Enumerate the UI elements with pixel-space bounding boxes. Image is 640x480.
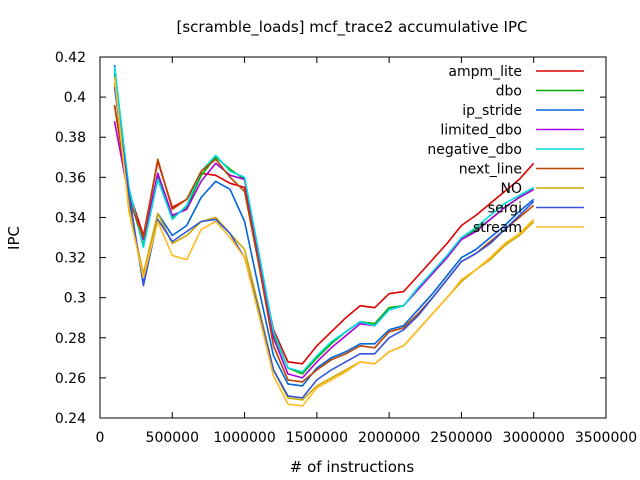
y-tick-label: 0.3 <box>64 291 86 307</box>
series-line-no <box>113 83 535 401</box>
x-tick-label: 0 <box>96 430 105 446</box>
series-line-negative-dbo <box>113 66 535 373</box>
legend-label: negative_dbo <box>427 142 522 158</box>
chart-title: [scramble_loads] mcf_trace2 accumulative… <box>177 18 528 37</box>
series-line-stream <box>113 77 535 407</box>
series-line-limited-dbo <box>113 121 535 379</box>
legend-label: next_line <box>459 162 522 178</box>
y-tick-label: 0.28 <box>55 331 86 347</box>
x-tick-label: 3000000 <box>503 430 565 446</box>
x-tick-label: 2500000 <box>430 430 492 446</box>
y-tick-label: 0.36 <box>55 170 86 186</box>
x-tick-label: 2000000 <box>358 430 420 446</box>
series-line-sergi <box>113 86 535 399</box>
legend-label: sergi <box>488 201 522 217</box>
y-tick-label: 0.32 <box>55 251 86 267</box>
x-tick-label: 1500000 <box>286 430 348 446</box>
legend-label: NO <box>501 181 523 197</box>
series-line-ip-stride <box>113 64 535 387</box>
x-tick-label: 1000000 <box>213 430 275 446</box>
x-tick-label: 500000 <box>146 430 199 446</box>
y-axis: 0.24 0.26 0.28 0.3 0.32 0.34 0.36 0.38 0.4 0.42 <box>55 50 606 427</box>
y-tick-label: 0.34 <box>55 210 86 226</box>
x-tick-label: 3500000 <box>575 430 637 446</box>
y-tick-label: 0.4 <box>64 90 86 106</box>
legend-label: stream <box>473 220 522 236</box>
legend-label: dbo <box>496 84 522 100</box>
legend-label: ip_stride <box>462 103 522 119</box>
y-tick-label: 0.24 <box>55 411 86 427</box>
legend-label: limited_dbo <box>440 123 522 139</box>
series-lines <box>113 64 535 407</box>
y-tick-label: 0.26 <box>55 371 86 387</box>
y-tick-label: 0.38 <box>55 130 86 146</box>
y-tick-label: 0.42 <box>55 50 86 66</box>
plot-frame <box>99 56 607 419</box>
legend-label: ampm_lite <box>448 64 522 80</box>
x-axis: 0 500000 1000000 1500000 2000000 2500000 30000… <box>96 57 637 446</box>
x-axis-label: # of instructions <box>290 458 415 476</box>
y-axis-label: IPC <box>5 226 23 250</box>
